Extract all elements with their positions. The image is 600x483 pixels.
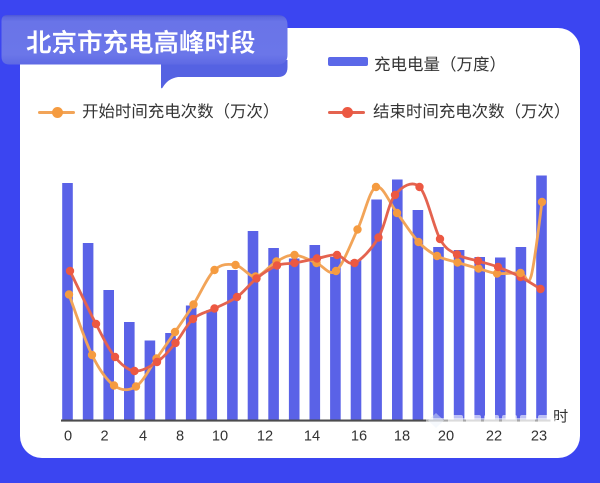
svg-text:18: 18 [394,429,410,445]
svg-text:14: 14 [304,429,320,445]
svg-text:22: 22 [486,429,502,445]
svg-text:8: 8 [176,429,184,445]
svg-text:2: 2 [100,429,108,445]
svg-text:20: 20 [438,429,454,445]
svg-text:10: 10 [212,429,228,445]
svg-text:16: 16 [351,429,367,445]
svg-text:23: 23 [531,429,547,445]
svg-text:0: 0 [64,429,72,445]
svg-text:12: 12 [257,429,273,445]
svg-text:4: 4 [139,429,147,445]
